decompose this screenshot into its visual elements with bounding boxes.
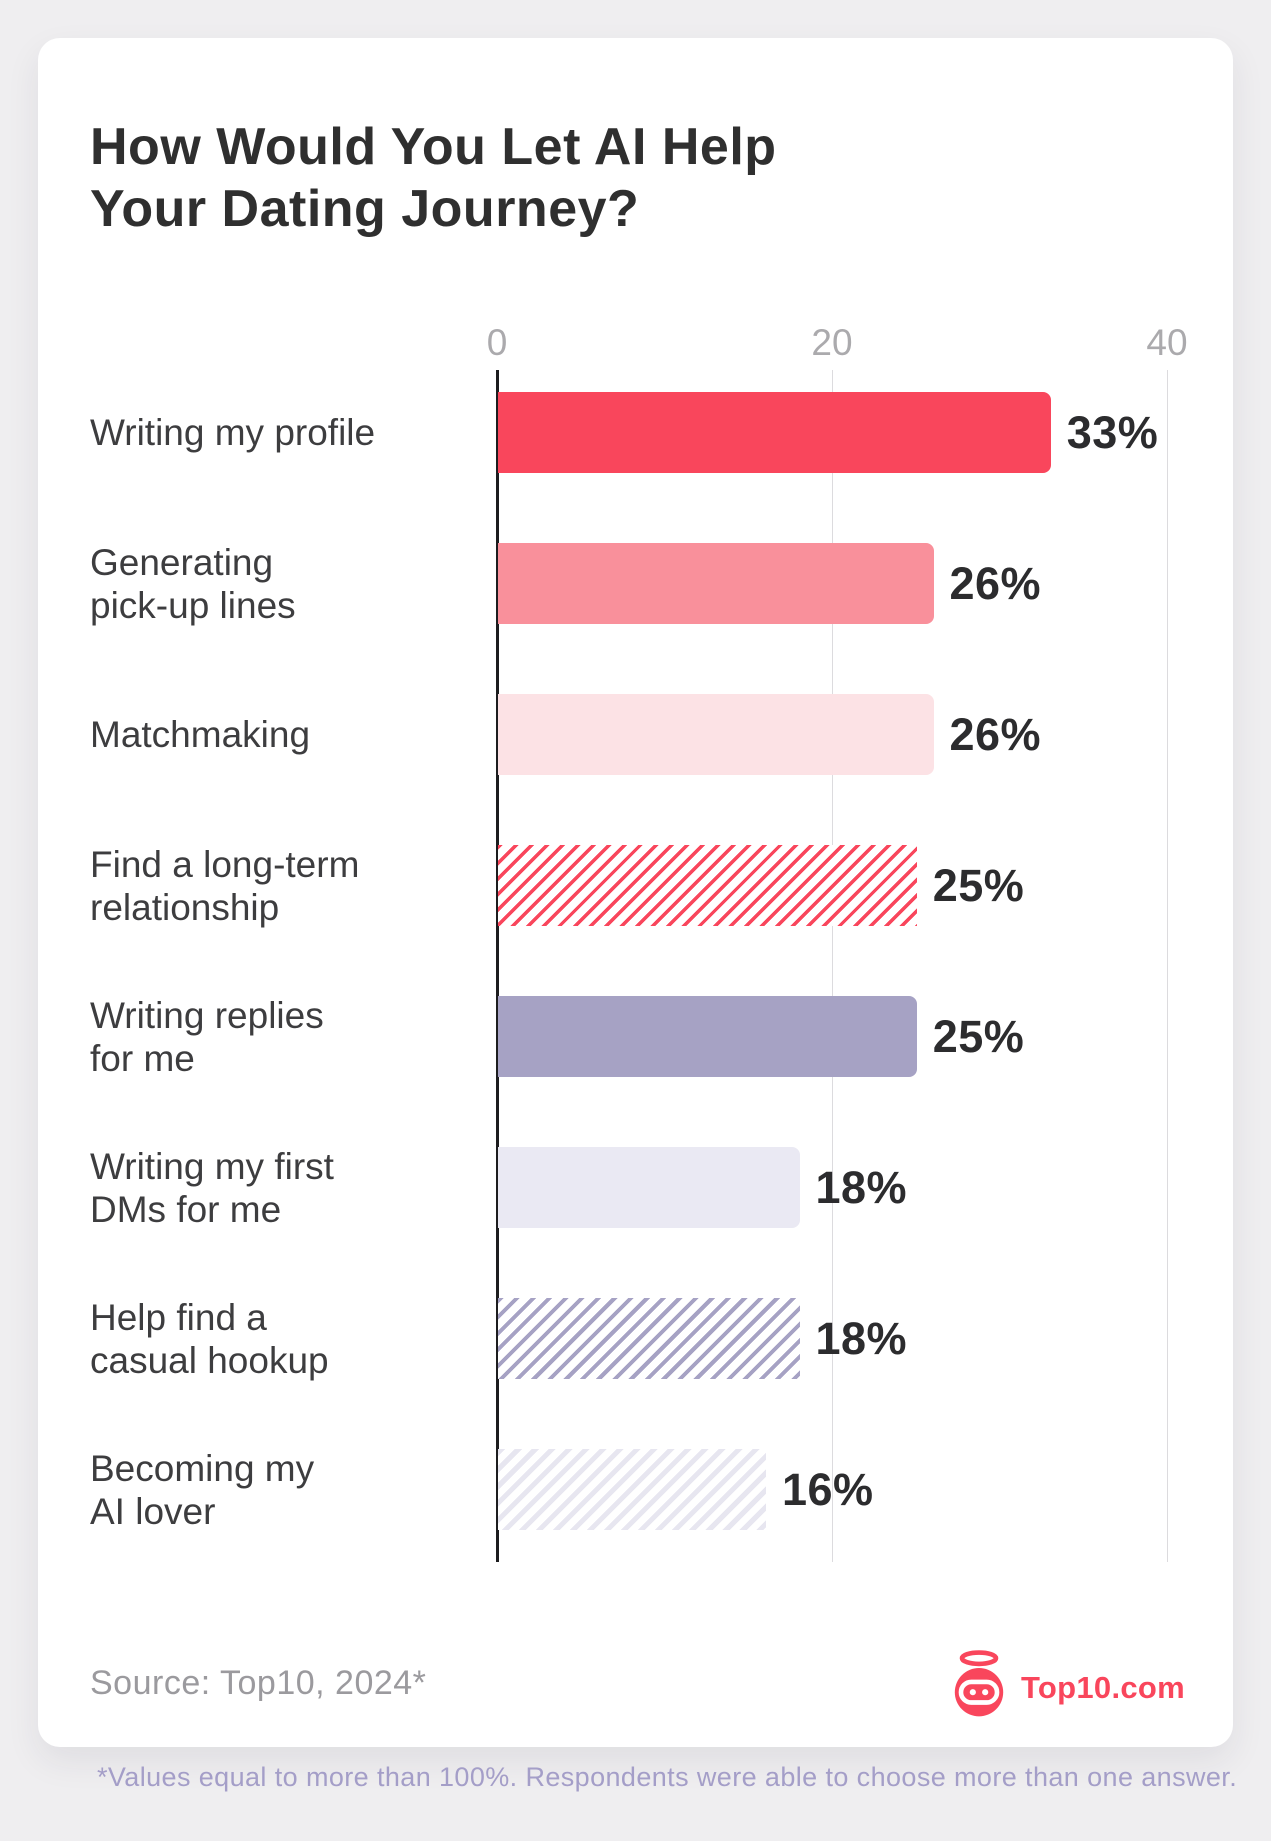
category-label: Writing replies for me [90, 994, 324, 1079]
category-label: Writing my first DMs for me [90, 1145, 334, 1230]
x-axis-tick-label: 40 [1146, 322, 1188, 363]
source-text: Source: Top10, 2024* [90, 1664, 427, 1702]
value-label: 26% [949, 557, 1042, 609]
value-label: 26% [949, 708, 1042, 760]
top10-logo: Top10.com [946, 1650, 1185, 1725]
chart-title: How Would You Let AI Help Your Dating Jo… [90, 118, 777, 238]
gridline [1167, 370, 1168, 1562]
value-label: 18% [815, 1312, 908, 1364]
bar-solid-purple [498, 996, 917, 1077]
category-label: Writing my profile [90, 412, 376, 453]
bar-hatch-red [498, 845, 917, 926]
value-label: 25% [932, 1010, 1025, 1062]
bar-hatch-lavender [498, 1449, 766, 1530]
bar-solid-lightpink [498, 694, 934, 775]
gridline [832, 370, 833, 1562]
infographic-card: How Would You Let AI Help Your Dating Jo… [38, 38, 1233, 1747]
value-label: 18% [815, 1161, 908, 1213]
bar-solid-lavender [498, 1147, 800, 1228]
x-axis-tick-label: 20 [811, 322, 853, 363]
bar-solid-pink [498, 543, 934, 624]
value-label: 25% [932, 859, 1025, 911]
logo-wordmark: Top10.com [1020, 1669, 1185, 1705]
y-axis-line [496, 370, 499, 1562]
footnote-text: *Values equal to more than 100%. Respond… [97, 1762, 1238, 1792]
bar-hatch-purple [498, 1298, 800, 1379]
category-label: Matchmaking [90, 714, 311, 755]
robot-head-with-halo-icon [946, 1650, 1012, 1725]
category-label: Becoming my AI lover [90, 1447, 315, 1532]
category-label: Help find a casual hookup [90, 1296, 329, 1381]
category-label: Generating pick-up lines [90, 541, 296, 626]
value-label: 16% [782, 1463, 874, 1515]
bar-solid-red [498, 392, 1051, 473]
value-label: 33% [1066, 406, 1159, 458]
category-label: Find a long-term relationship [90, 843, 360, 928]
x-axis-tick-label: 0 [486, 322, 508, 363]
